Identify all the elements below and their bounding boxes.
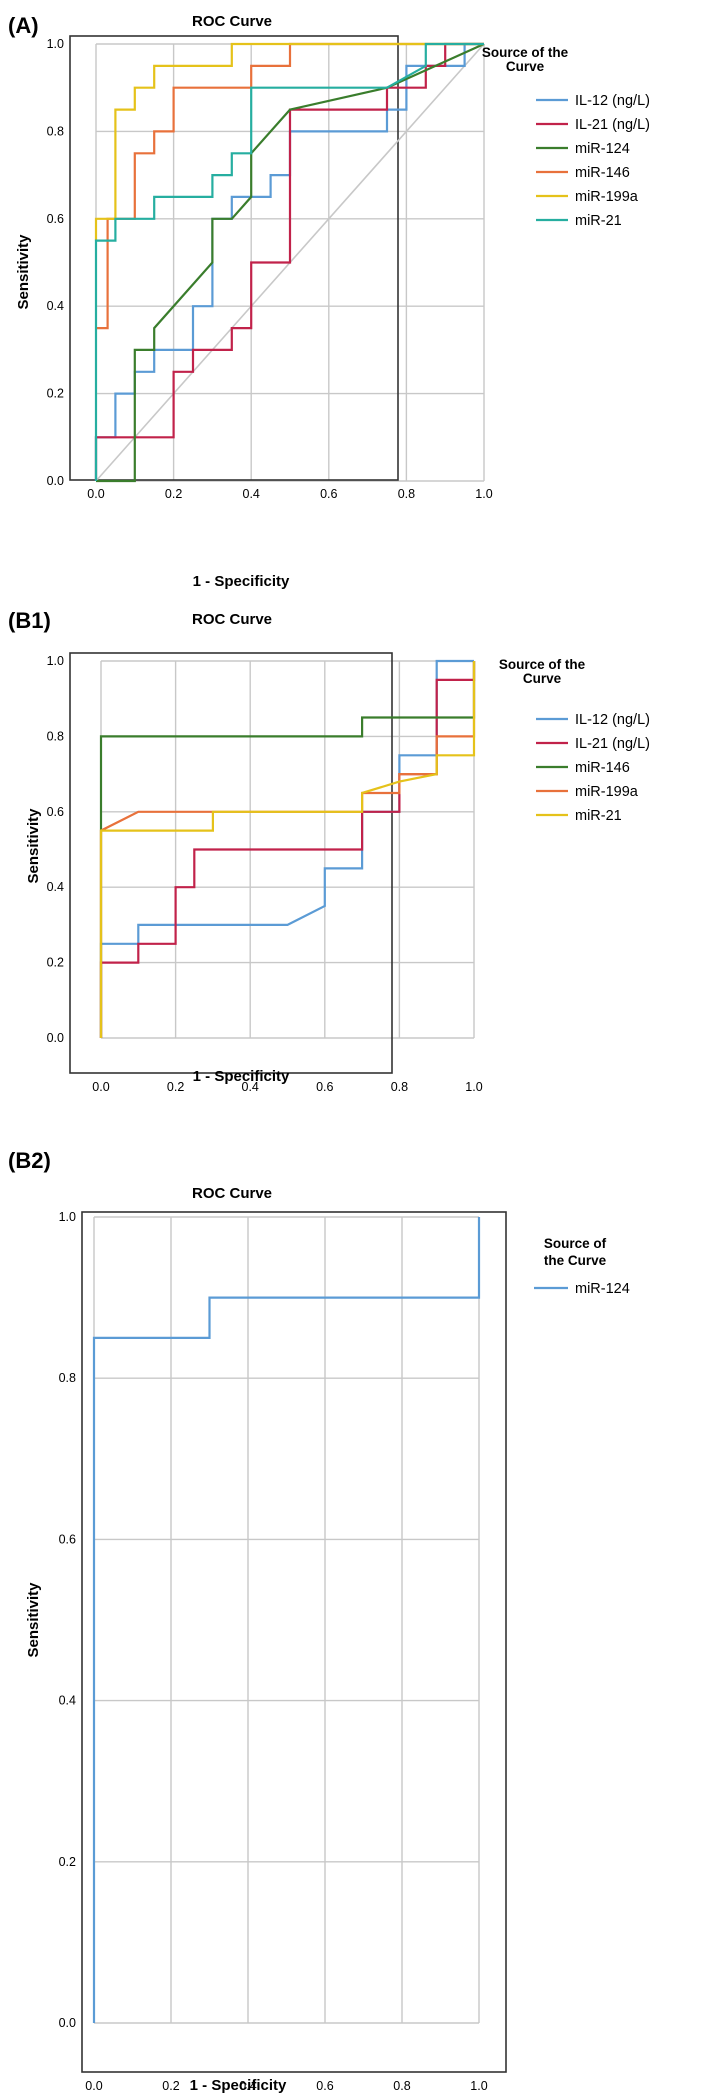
chart-panel-0: (A) ROC Curve 0.0 0.2 0.4 0.6 0.8 1.0 0.0 0.2 0.4 0… — [8, 13, 650, 590]
roc-curve-mir-21 — [94, 42, 484, 481]
legend-label: IL-21 (ng/L) — [575, 736, 650, 752]
legend-label: IL-12 (ng/L) — [575, 93, 650, 109]
chart-title: ROC Curve — [192, 13, 272, 30]
legend-title-line: Source of the — [499, 657, 586, 672]
x-tick-label: 0.6 — [316, 1080, 333, 1094]
y-tick-label: 0.4 — [47, 299, 64, 313]
x-tick-label: 0.6 — [316, 2079, 333, 2093]
y-axis-label: Sensitivity — [25, 808, 42, 884]
legend-title: Source of the Curve — [482, 45, 569, 74]
y-tick-label: 0.0 — [47, 474, 64, 488]
y-tick-label: 1.0 — [59, 1210, 76, 1224]
legend-label: miR-146 — [575, 165, 630, 181]
roc-curve-mir-124 — [92, 1217, 481, 2023]
plot-frame — [69, 35, 399, 481]
y-tick-label: 0.8 — [47, 124, 64, 138]
legend-title: Source of the Curve — [544, 1236, 607, 1268]
legend-label: miR-124 — [575, 141, 630, 157]
chart-panel-1: (B1) ROC Curve 0.0 0.2 0.4 0.6 0.8 1.0 0.0 0.2 0.4… — [8, 608, 650, 1094]
chart-title: ROC Curve — [192, 611, 272, 628]
y-tick-label: 0.4 — [47, 880, 64, 894]
plot-frame — [69, 652, 393, 1074]
legend-title-line: Source of the — [482, 45, 569, 60]
x-tick-label: 0.8 — [391, 1080, 408, 1094]
panel-label: (B1) — [8, 608, 51, 633]
roc-curve-mir-199a — [94, 42, 484, 241]
y-tick-label: 0.2 — [47, 387, 64, 401]
x-axis-label: 1 - Specificity — [193, 1068, 290, 1085]
x-tick-label: 0.2 — [162, 2079, 179, 2093]
x-tick-label: 0.6 — [320, 487, 337, 501]
y-tick-label: 0.6 — [59, 1532, 76, 1546]
y-tick-label: 0.6 — [47, 212, 64, 226]
panel-label: (A) — [8, 13, 39, 38]
y-tick-label: 0.8 — [47, 729, 64, 743]
x-tick-label: 0.8 — [393, 2079, 410, 2093]
x-tick-label: 0.4 — [242, 1080, 259, 1094]
plot-frame — [81, 1211, 507, 2073]
x-tick-label: 0.2 — [167, 1080, 184, 1094]
legend-label: miR-21 — [575, 213, 622, 229]
x-tick-label: 0.8 — [398, 487, 415, 501]
x-tick-label: 0.0 — [85, 2079, 102, 2093]
legend-title-line: Source of — [544, 1236, 607, 1251]
y-tick-label: 0.2 — [59, 1855, 76, 1869]
legend-label: IL-21 (ng/L) — [575, 117, 650, 133]
y-tick-label: 0.0 — [59, 2016, 76, 2030]
x-tick-label: 0.4 — [243, 487, 260, 501]
roc-curve-mir-21 — [99, 661, 476, 1038]
y-tick-label: 1.0 — [47, 37, 64, 51]
legend-label: miR-146 — [575, 760, 630, 776]
legend-title-line: Curve — [506, 59, 545, 74]
chart-panel-2: (B2) ROC Curve 0.0 0.2 0.4 0.6 0.8 1.0 0.0 0.2 0.4… — [8, 1148, 630, 2094]
legend-label: miR-21 — [575, 808, 622, 824]
x-tick-label: 1.0 — [475, 487, 492, 501]
x-tick-label: 0.0 — [92, 1080, 109, 1094]
legend-title: Source of the Curve — [499, 657, 586, 686]
y-tick-label: 0.4 — [59, 1694, 76, 1708]
legend-label: miR-124 — [575, 1281, 630, 1297]
y-tick-label: 1.0 — [47, 654, 64, 668]
legend-label: miR-199a — [575, 784, 639, 800]
panel-label: (B2) — [8, 1148, 51, 1173]
x-axis-label: 1 - Specificity — [193, 573, 290, 590]
legend-label: IL-12 (ng/L) — [575, 712, 650, 728]
x-tick-label: 0.2 — [165, 487, 182, 501]
y-tick-label: 0.2 — [47, 956, 64, 970]
legend-title-line: Curve — [523, 671, 562, 686]
x-tick-label: 1.0 — [470, 2079, 487, 2093]
x-axis-label: 1 - Specificity — [190, 2077, 287, 2094]
x-tick-label: 0.4 — [239, 2079, 256, 2093]
legend-title-line: the Curve — [544, 1253, 607, 1268]
y-axis-label: Sensitivity — [25, 1582, 42, 1658]
y-tick-label: 0.6 — [47, 805, 64, 819]
y-axis-label: Sensitivity — [15, 234, 32, 310]
roc-curve-mir-124 — [96, 42, 485, 483]
roc-curve-il-12-ng-l- — [99, 659, 474, 1038]
y-tick-label: 0.8 — [59, 1371, 76, 1385]
x-tick-label: 1.0 — [465, 1080, 482, 1094]
legend-label: miR-199a — [575, 189, 639, 205]
y-tick-label: 0.0 — [47, 1031, 64, 1045]
chart-title: ROC Curve — [192, 1185, 272, 1202]
x-tick-label: 0.0 — [87, 487, 104, 501]
roc-curve-mir-199a — [99, 661, 476, 1038]
